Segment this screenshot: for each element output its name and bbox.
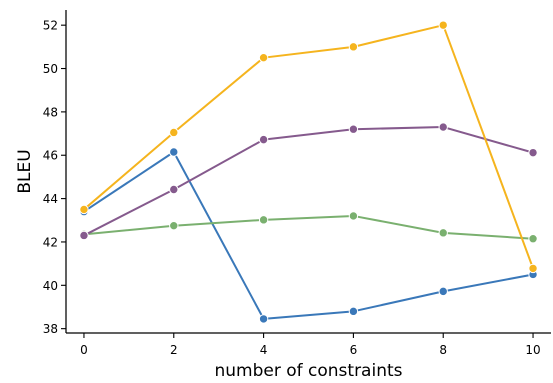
data-point — [528, 234, 538, 244]
data-point — [169, 147, 179, 157]
y-tick-label: 38 — [43, 322, 58, 336]
series-line — [83, 126, 534, 237]
data-point — [169, 127, 179, 138]
y-tick-label: 40 — [43, 279, 58, 293]
data-point — [348, 211, 359, 221]
data-point — [258, 215, 269, 225]
x-axis-title: number of constraints — [214, 361, 402, 381]
x-tick-label: 6 — [350, 343, 358, 357]
y-tick-label: 50 — [43, 62, 58, 76]
series-line — [83, 214, 534, 240]
data-point — [438, 20, 448, 30]
series-layer — [79, 20, 538, 324]
x-ticks: 0 2 4 6 8 10 — [80, 333, 541, 357]
y-tick-label: 46 — [43, 149, 58, 163]
data-point — [528, 147, 538, 158]
data-point — [348, 124, 359, 134]
y-tick-label: 44 — [43, 192, 58, 206]
data-point — [79, 230, 89, 241]
data-point — [169, 220, 179, 231]
y-tick-label: 42 — [43, 235, 58, 249]
series-3 — [79, 122, 538, 241]
data-point — [169, 184, 179, 195]
series-2 — [79, 211, 538, 244]
data-point — [438, 286, 448, 297]
data-point — [258, 314, 269, 324]
x-tick-label: 0 — [80, 343, 88, 357]
data-point — [438, 122, 448, 132]
x-tick-label: 10 — [525, 343, 540, 357]
data-point — [79, 204, 89, 215]
y-ticks: 38 40 42 44 46 48 50 52 — [43, 19, 66, 336]
series-line — [83, 24, 534, 269]
data-point — [348, 42, 359, 52]
x-tick-label: 8 — [439, 343, 447, 357]
y-tick-label: 48 — [43, 105, 58, 119]
data-point — [258, 52, 269, 63]
series-line — [83, 150, 534, 320]
data-point — [528, 263, 538, 274]
series-1 — [79, 147, 538, 324]
series-4 — [79, 20, 538, 274]
y-axis-title: BLEU — [15, 149, 35, 193]
data-point — [438, 228, 448, 238]
x-tick-label: 2 — [170, 343, 178, 357]
data-point — [348, 306, 359, 317]
y-tick-label: 52 — [43, 19, 58, 33]
data-point — [258, 134, 269, 145]
x-tick-label: 4 — [260, 343, 268, 357]
